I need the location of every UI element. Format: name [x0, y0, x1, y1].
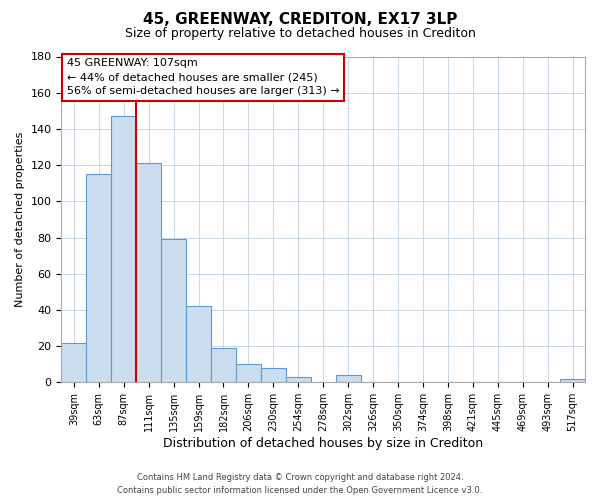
Bar [186, 306, 211, 382]
Bar [335, 375, 361, 382]
Bar [161, 240, 186, 382]
Text: Size of property relative to detached houses in Crediton: Size of property relative to detached ho… [125, 28, 475, 40]
Bar [61, 342, 86, 382]
Bar [286, 377, 311, 382]
Bar [136, 164, 161, 382]
Bar [86, 174, 111, 382]
Y-axis label: Number of detached properties: Number of detached properties [15, 132, 25, 307]
Text: Contains HM Land Registry data © Crown copyright and database right 2024.
Contai: Contains HM Land Registry data © Crown c… [118, 473, 482, 495]
Text: 45 GREENWAY: 107sqm
← 44% of detached houses are smaller (245)
56% of semi-detac: 45 GREENWAY: 107sqm ← 44% of detached ho… [67, 58, 339, 96]
Text: 45, GREENWAY, CREDITON, EX17 3LP: 45, GREENWAY, CREDITON, EX17 3LP [143, 12, 457, 28]
Bar [261, 368, 286, 382]
Bar [211, 348, 236, 382]
Bar [111, 116, 136, 382]
Bar [560, 378, 585, 382]
X-axis label: Distribution of detached houses by size in Crediton: Distribution of detached houses by size … [163, 437, 483, 450]
Bar [236, 364, 261, 382]
